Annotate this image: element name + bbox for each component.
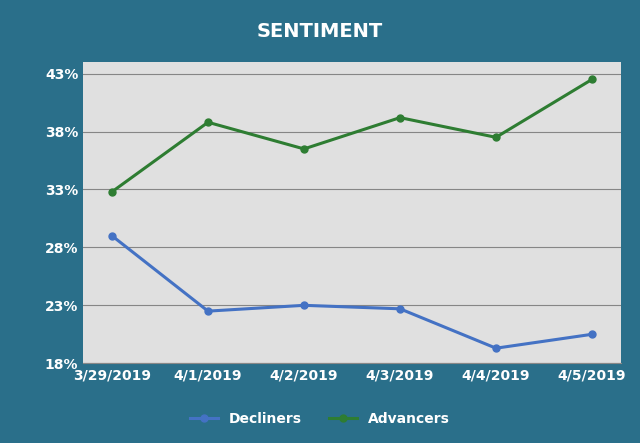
Advancers <box>492 135 500 140</box>
Legend: Decliners, Advancers: Decliners, Advancers <box>184 407 456 431</box>
Advancers <box>300 146 308 152</box>
Decliners <box>300 303 308 308</box>
Advancers <box>108 189 116 194</box>
Decliners <box>204 308 212 314</box>
Advancers <box>588 77 596 82</box>
Advancers <box>204 120 212 125</box>
Line: Decliners: Decliners <box>109 232 595 352</box>
Text: SENTIMENT: SENTIMENT <box>257 22 383 40</box>
Line: Advancers: Advancers <box>109 76 595 195</box>
Decliners <box>396 306 404 311</box>
Decliners <box>588 332 596 337</box>
Decliners <box>108 233 116 238</box>
Decliners <box>492 346 500 351</box>
Advancers <box>396 115 404 120</box>
